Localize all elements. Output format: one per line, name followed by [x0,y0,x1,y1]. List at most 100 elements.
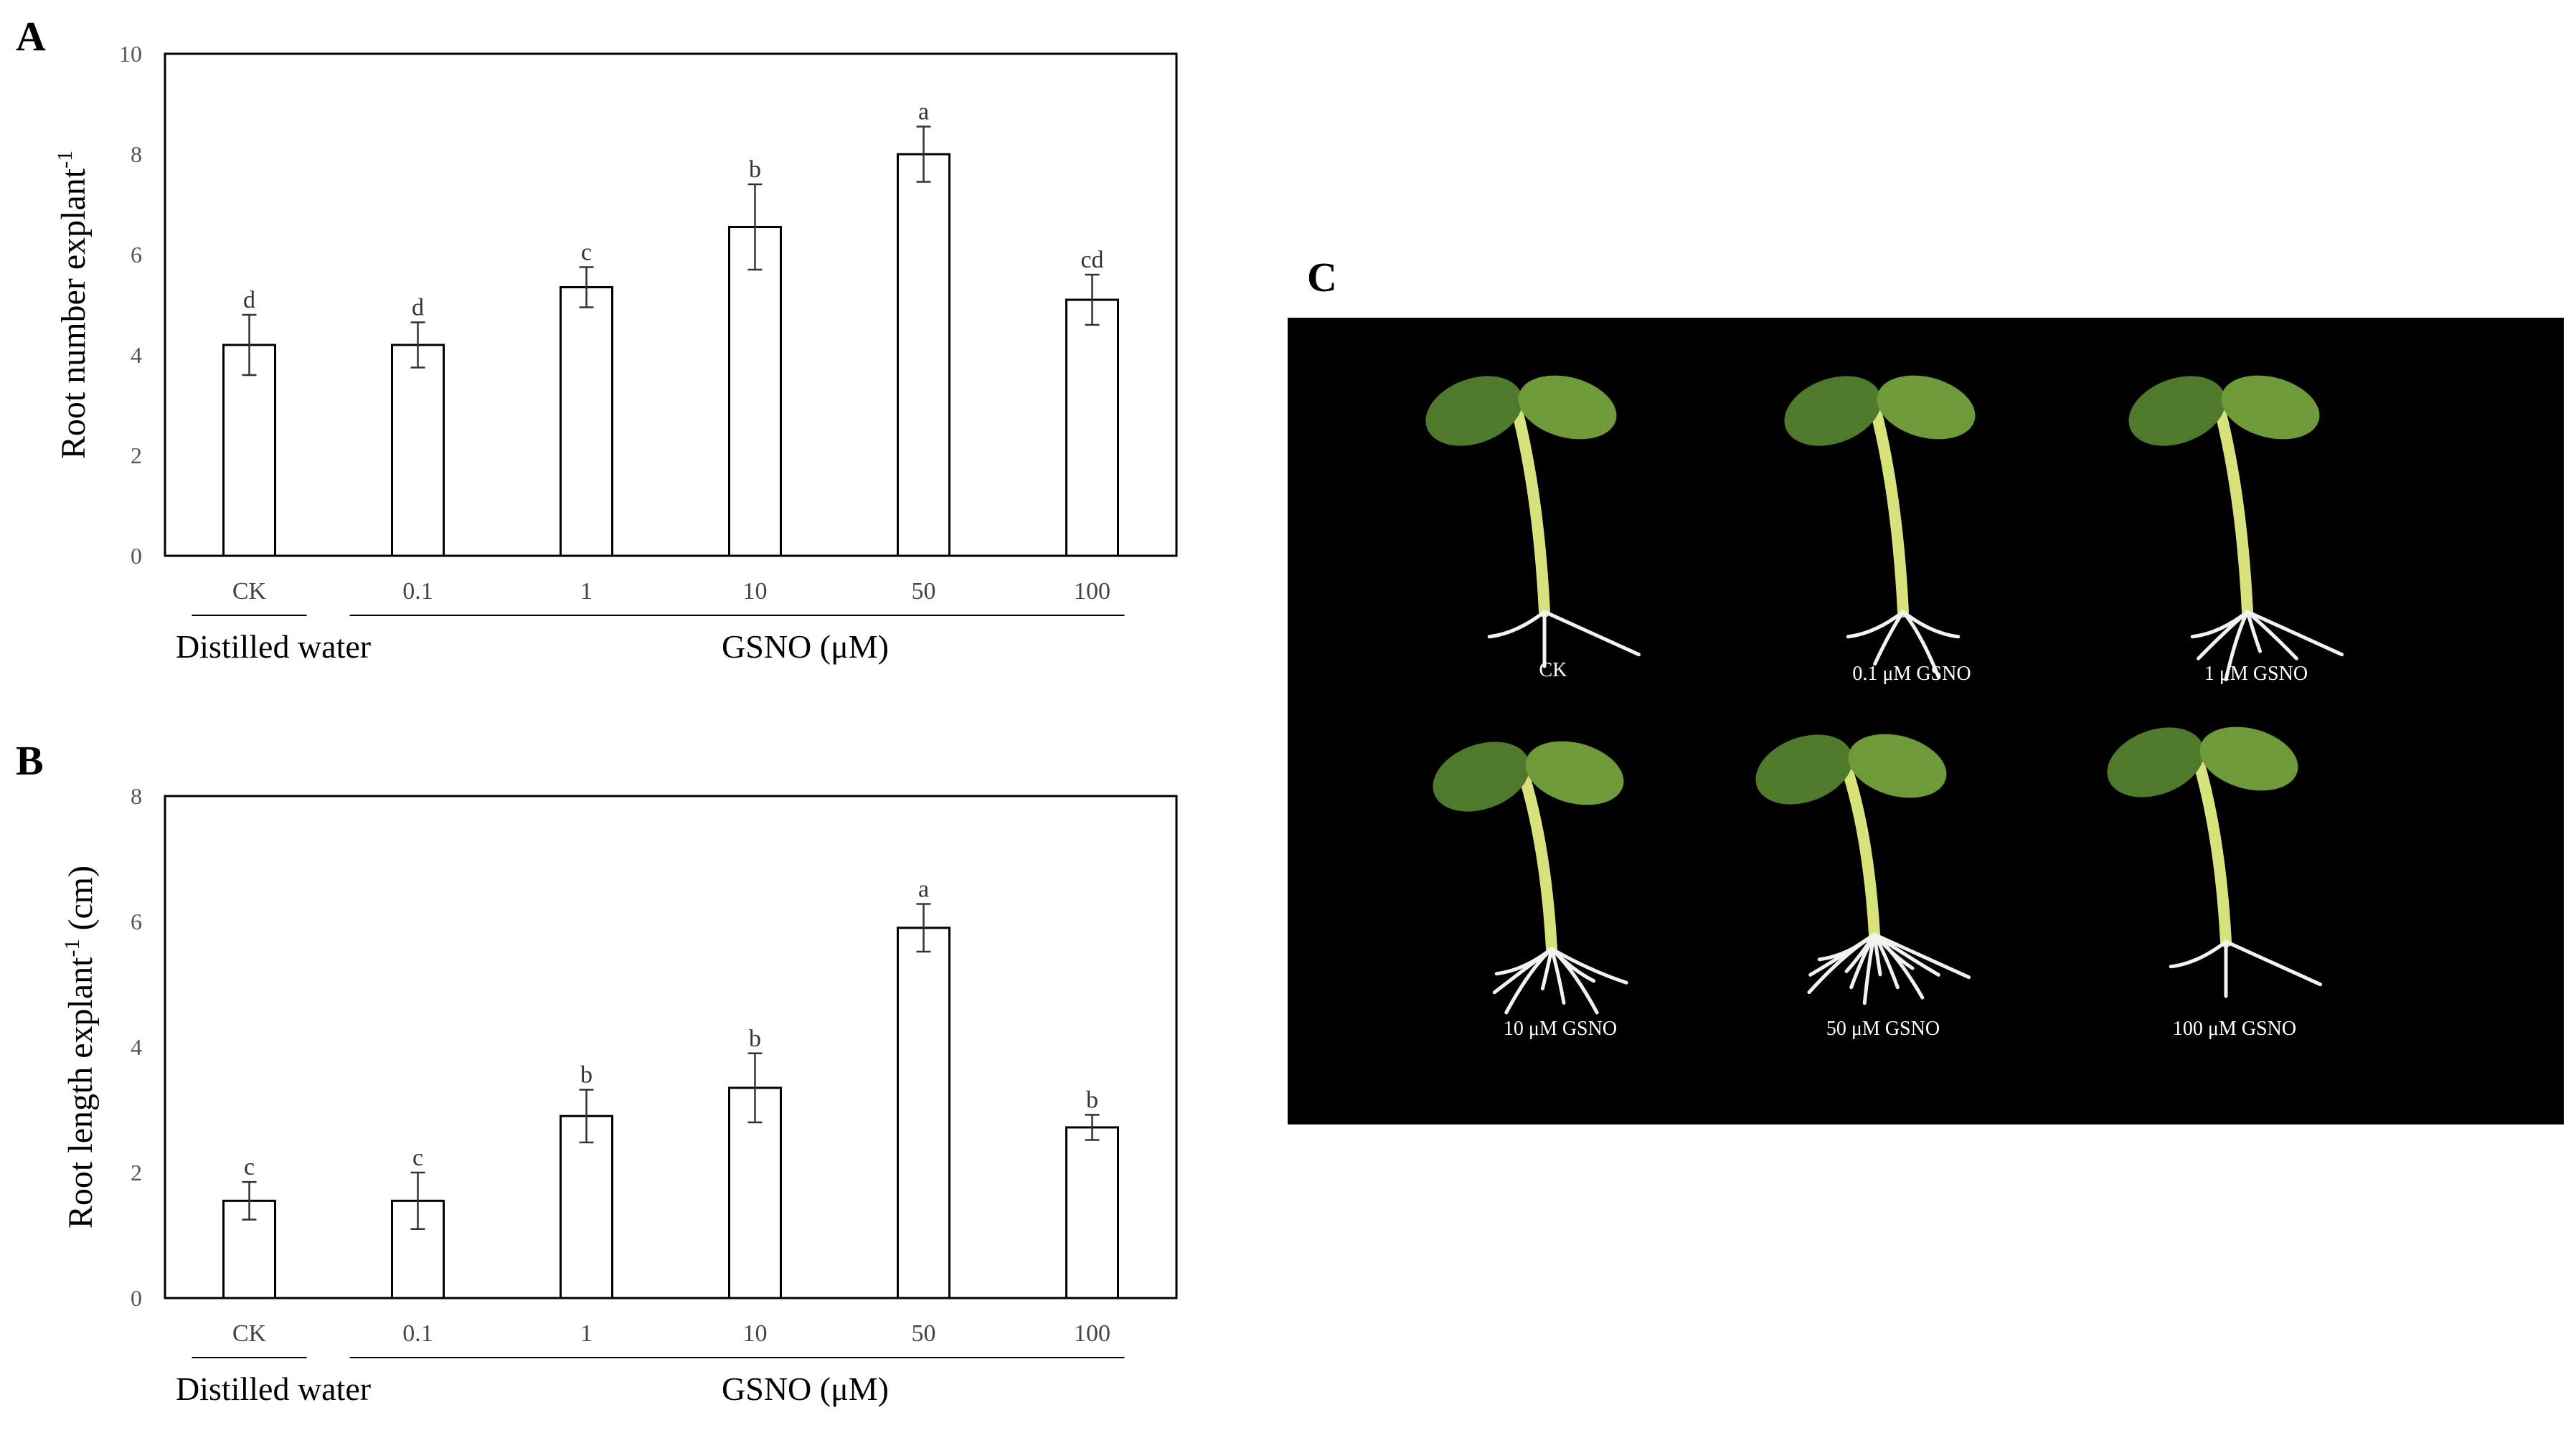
seedling-photo: CK 0.1 μM GSNO 1 μM GSNO 10 μM GSNO 50 μM GS… [1425,375,2344,1040]
y-axis-label: Root length explant-1 (cm) [60,866,100,1228]
y-tick-label: 8 [131,141,142,167]
significance-letter: c [412,1145,423,1171]
y-tick-label: 6 [131,242,142,267]
y-axis-label-unit: (cm) [62,866,100,939]
seedling-root [1542,610,1641,657]
seedling-root [2245,610,2298,660]
seedling-root [2224,610,2250,681]
seedling-root [2245,610,2263,653]
group-label-distilled-water: Distilled water [176,628,371,665]
category-label: 1 [580,578,593,605]
seedling-label: 0.1 μM GSNO [1852,663,1971,685]
category-label: 50 [912,1320,936,1347]
significance-letter: d [412,295,424,321]
plot-frame [164,795,1178,1299]
seedling-root [2169,939,2228,969]
seedling-leaf-right [1877,375,1976,440]
seedling-leaf-left [1755,734,1853,805]
y-tick-label: 4 [131,1034,142,1060]
group-label-gsno: GSNO (μM) [722,1370,889,1407]
significance-letter: b [1086,1087,1098,1114]
seedling-root [1549,947,1566,1005]
plot-frame [164,52,1178,557]
seedling-root [1807,932,1877,995]
seedling-root [2245,610,2344,657]
category-label: 0.1 [402,578,433,605]
y-axis-label-main: Root length explant [62,957,100,1228]
seedling [1433,741,1628,1015]
seedling-stem [2193,757,2232,947]
seedling-stem [1870,405,1909,617]
y-axis-label-main: Root number explant [55,168,93,459]
seedling-root [1872,932,1971,980]
significance-letter: b [749,1026,761,1052]
significance-letter: d [243,287,255,313]
seedling-leaf-left [2128,376,2226,446]
category-label: 10 [743,1320,768,1347]
seedling-label: 50 μM GSNO [1826,1018,1940,1040]
chart-root-length: 0 2 4 6 8 Root length explant-1 (cm) c CK c 0.1 b 1… [60,783,1178,1407]
category-label: 0.1 [402,1320,433,1347]
category-label: 50 [912,578,936,605]
seedling-label: 1 μM GSNO [2204,663,2308,685]
category-label: 1 [580,1320,593,1347]
group-label-distilled-water: Distilled water [176,1370,371,1407]
y-tick-label: 4 [131,342,142,368]
seedling-stem [1511,405,1550,617]
significance-letter: a [918,876,929,903]
bar [1065,298,1119,557]
seedling-leaf-left [2107,727,2204,797]
panel-label-b: B [16,737,44,784]
seedling-leaf-right [2221,375,2320,440]
y-tick-label: 8 [131,783,142,809]
seedling-leaf-right [1525,741,1624,805]
significance-letter: a [918,99,929,126]
y-axis-label-superscript: -1 [53,151,77,169]
seedling-label: 10 μM GSNO [1504,1018,1617,1040]
significance-letter: c [581,240,592,266]
y-axis-label: Root number explant-1 [53,151,93,459]
seedling-root [1846,610,1905,639]
seedling-root [1873,610,1905,666]
seedling-leaf-right [1518,375,1617,440]
seedling-leaf-left [1425,376,1523,446]
seedling-root [2197,610,2250,660]
panel-label-c: C [1307,254,1337,300]
seedling [1755,734,1971,1005]
significance-letter: c [244,1154,255,1180]
seedling-stem [1519,771,1557,955]
significance-letter: b [749,156,761,183]
seedling-label: CK [1539,659,1567,681]
bar [391,344,445,557]
seedling-root [2224,939,2323,987]
bar [560,1114,613,1299]
seedling [2107,726,2323,998]
seedling-root [1549,947,1628,985]
seedling-leaf-left [1784,376,1882,446]
category-label: 100 [1074,578,1110,605]
significance-letter: b [580,1062,593,1089]
seedling-leaf-left [1433,742,1530,812]
seedling-root [1901,610,1961,639]
seedling [1425,375,1641,668]
y-axis-label-superscript: -1 [60,939,84,957]
bar [897,927,950,1299]
category-label: CK [232,1320,267,1347]
seedling [1784,375,1976,680]
seedling-leaf-right [2199,726,2298,791]
seedling-stem [1841,764,1880,940]
seedling-photo-panel: CK 0.1 μM GSNO 1 μM GSNO 10 μM GSNO 50 μM GS… [1288,318,2564,1124]
category-label: 100 [1074,1320,1110,1347]
category-label: CK [232,578,267,605]
seedling-root [1504,947,1554,1015]
y-tick-label: 0 [131,1285,142,1311]
category-label: 10 [743,578,768,605]
bar [1065,1126,1119,1299]
y-tick-label: 2 [131,1160,142,1185]
seedling-stem [2214,405,2253,617]
panel-label-a: A [16,13,46,60]
y-tick-label: 10 [119,41,142,67]
chart-root-number: 0 2 4 6 8 10 Root number explant-1 d CK d 0.1 c 1 b 10… [53,41,1178,665]
seedling-label: 100 μM GSNO [2173,1018,2296,1040]
seedling-leaf-right [1848,734,1947,798]
